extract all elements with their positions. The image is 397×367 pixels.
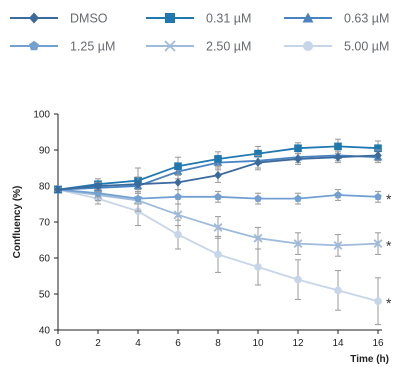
data-point	[334, 191, 342, 199]
legend-label: DMSO	[70, 12, 108, 26]
data-point	[294, 275, 302, 284]
y-axis-title: Confluency (%)	[12, 186, 23, 259]
data-point	[174, 178, 182, 187]
series-dmso	[54, 149, 382, 194]
data-point	[173, 210, 183, 220]
x-axis-title: Time (h)	[350, 354, 389, 365]
data-point	[334, 286, 342, 295]
series-5-00-m	[54, 185, 382, 326]
data-point	[54, 185, 62, 194]
legend-item: 5.00 µM	[284, 40, 389, 54]
x-tick-label: 10	[252, 338, 264, 349]
y-tick-label: 100	[33, 110, 50, 121]
data-point	[214, 192, 222, 201]
legend-item: 2.50 µM	[146, 40, 251, 54]
data-point	[174, 230, 182, 239]
legend-item: 0.31 µM	[146, 12, 251, 26]
data-point	[254, 194, 262, 202]
x-tick-label: 2	[95, 338, 101, 349]
legend-item: DMSO	[10, 12, 108, 26]
data-point	[214, 250, 222, 259]
data-point	[94, 181, 102, 191]
data-point	[334, 142, 342, 151]
series-1-25-m	[54, 185, 382, 205]
legend-marker	[303, 41, 313, 51]
legend-label: 1.25 µM	[70, 40, 115, 54]
x-tick-label: 8	[215, 338, 221, 349]
significance-asterisk: *	[386, 238, 392, 254]
tick-labels: 40 50 60 70 80 90 100 0 2 4 6 8 10 12 14 16	[33, 110, 384, 350]
legend-marker	[302, 12, 314, 23]
legend: DMSO 0.31 µM 0.63 µM 1.25 µM 2.50 µM 5.00 µM	[10, 12, 389, 54]
data-point	[374, 192, 382, 201]
x-tick-label: 0	[55, 338, 61, 349]
data-point	[254, 158, 262, 167]
legend-marker	[29, 40, 39, 51]
legend-marker	[29, 12, 39, 24]
y-tick-label: 50	[39, 290, 51, 301]
data-point	[293, 239, 303, 249]
data-point	[334, 152, 342, 162]
y-tick-label: 40	[39, 326, 51, 337]
data-point	[214, 155, 222, 163]
y-tick-label: 70	[39, 218, 51, 229]
data-point	[134, 179, 142, 189]
x-tick-label: 6	[175, 338, 181, 349]
y-tick-label: 80	[39, 182, 51, 193]
legend-marker	[164, 40, 176, 52]
axes: Confluency (%) Time (h)	[12, 114, 389, 365]
x-tick-label: 16	[372, 338, 384, 349]
data-point	[254, 149, 262, 158]
data-point	[374, 297, 382, 306]
data-point	[294, 144, 302, 152]
data-point	[134, 194, 142, 202]
y-tick-label: 60	[39, 254, 51, 265]
significance-asterisk: *	[386, 191, 392, 207]
legend-item: 1.25 µM	[10, 40, 115, 54]
data-point	[333, 240, 343, 250]
data-point	[174, 162, 182, 170]
data-point	[294, 194, 302, 202]
x-tick-label: 14	[332, 338, 344, 349]
legend-item: 0.63 µM	[284, 12, 389, 26]
legend-marker	[165, 13, 175, 23]
x-tick-label: 4	[135, 338, 141, 349]
legend-label: 0.63 µM	[344, 12, 389, 26]
legend-label: 2.50 µM	[206, 40, 251, 54]
data-point	[374, 144, 382, 152]
data-point	[253, 233, 263, 243]
data-point	[254, 263, 262, 271]
plot-area: * * *	[53, 138, 392, 326]
x-tick-label: 12	[292, 338, 304, 349]
significance-asterisk: *	[386, 295, 392, 311]
legend-label: 5.00 µM	[344, 40, 389, 54]
data-point	[213, 222, 223, 232]
legend-label: 0.31 µM	[206, 12, 251, 26]
y-tick-label: 90	[39, 146, 51, 157]
data-point	[174, 192, 182, 201]
data-point	[374, 151, 382, 160]
data-point	[294, 154, 302, 164]
data-point	[373, 239, 383, 249]
data-point	[214, 170, 222, 180]
